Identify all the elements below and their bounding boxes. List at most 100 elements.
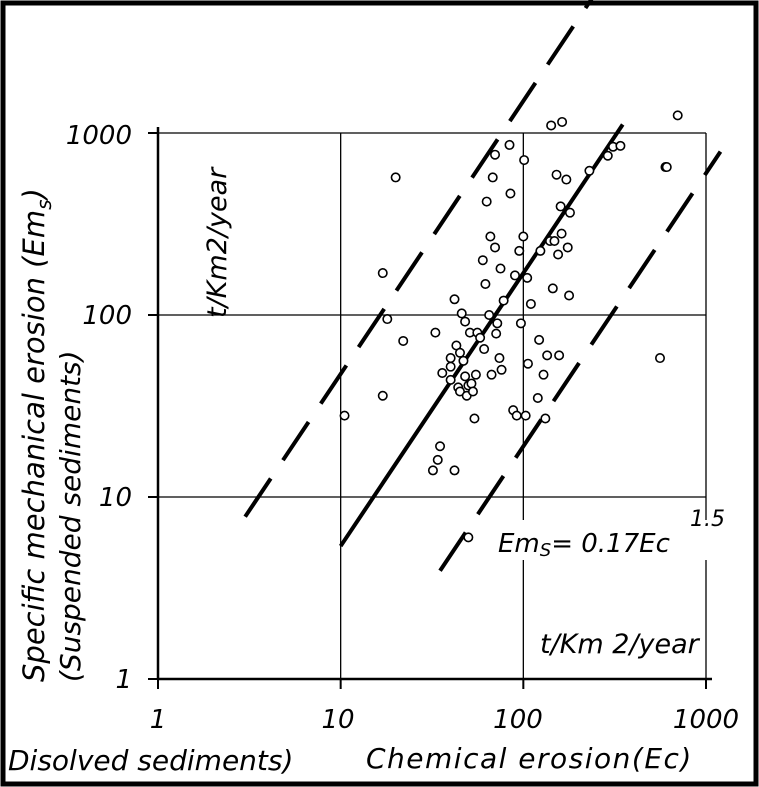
- data-point: [490, 242, 501, 253]
- data-point: [458, 355, 469, 366]
- y-tick-labels: 1 10 100 1000: [66, 121, 132, 695]
- data-point: [522, 272, 533, 283]
- y-tick-label-100: 100: [82, 301, 132, 331]
- data-point: [615, 140, 626, 151]
- data-point: [377, 390, 388, 401]
- data-point: [515, 318, 526, 329]
- y-unit-label: t/Km2/year: [202, 166, 233, 318]
- data-point: [509, 270, 520, 281]
- data-point: [538, 369, 549, 380]
- data-point: [454, 347, 465, 358]
- data-point: [445, 361, 456, 372]
- data-point: [661, 162, 672, 173]
- data-point: [481, 196, 492, 207]
- data-point: [492, 318, 503, 329]
- data-point: [398, 335, 409, 346]
- data-point: [546, 120, 557, 131]
- x-axis-label-dissolved: Disolved sediments): [8, 744, 293, 777]
- data-point: [498, 295, 509, 306]
- data-point: [556, 228, 567, 239]
- data-point: [470, 369, 481, 380]
- data-point: [602, 150, 613, 161]
- data-point: [445, 374, 456, 385]
- data-point: [487, 172, 498, 183]
- data-point: [466, 378, 477, 389]
- data-point: [491, 328, 502, 339]
- data-point: [549, 236, 560, 247]
- equation-text: EmS= 0.17Ec: [498, 529, 670, 561]
- data-point: [655, 353, 666, 364]
- axes: [148, 127, 712, 689]
- data-point: [437, 368, 448, 379]
- data-point: [480, 279, 491, 290]
- data-point: [485, 231, 496, 242]
- x-axis-label-chemical: Chemical erosion(Ec): [366, 742, 693, 775]
- data-point: [490, 149, 501, 160]
- data-point: [494, 353, 505, 364]
- data-point: [525, 298, 536, 309]
- data-point: [456, 308, 467, 319]
- data-point: [542, 350, 553, 361]
- data-point: [557, 116, 568, 127]
- data-point: [547, 283, 558, 294]
- equation-background: [494, 520, 720, 560]
- data-point: [435, 441, 446, 452]
- data-point: [449, 465, 460, 476]
- envelope-line-2: [438, 150, 723, 572]
- data-point: [382, 314, 393, 325]
- data-point: [561, 174, 572, 185]
- equation-lhs-sub: S: [540, 540, 551, 561]
- data-point: [427, 465, 438, 476]
- data-point: [514, 245, 525, 256]
- data-point: [469, 413, 480, 424]
- data-point: [555, 201, 566, 212]
- y-axis-label-suspended: (Suspended sediments): [54, 350, 87, 682]
- data-point: [540, 413, 551, 424]
- x-unit-label: t/Km 2/year: [540, 629, 701, 660]
- y-tick-label-1000: 1000: [66, 121, 132, 151]
- data-point: [377, 268, 388, 279]
- data-point: [475, 332, 486, 343]
- x-tick-label-1: 1: [150, 705, 167, 735]
- data-point: [445, 353, 456, 364]
- data-point: [564, 290, 575, 301]
- data-points: [339, 110, 683, 543]
- x-tick-label-10: 10: [321, 705, 354, 735]
- data-point: [467, 386, 478, 397]
- data-point: [519, 155, 530, 166]
- equation-lhs: Em: [498, 529, 540, 559]
- data-point: [518, 231, 529, 242]
- data-point: [584, 165, 595, 176]
- y-tick-label-10: 10: [99, 483, 132, 513]
- y-axis-label-mechanical: Specific mechanical erosion (Ems): [17, 188, 56, 682]
- x-tick-label-100: 100: [493, 705, 543, 735]
- data-point: [496, 364, 507, 375]
- data-point: [484, 309, 495, 320]
- data-point: [390, 172, 401, 183]
- envelope-line-1: [243, 0, 594, 518]
- data-point: [505, 188, 516, 199]
- y-axis-label-subscript: s: [32, 200, 56, 210]
- data-point: [554, 350, 565, 361]
- y-axis-label-close: ): [17, 188, 51, 201]
- data-point: [522, 358, 533, 369]
- data-point: [432, 454, 443, 465]
- data-point: [430, 327, 441, 338]
- data-point: [672, 110, 683, 121]
- data-point: [339, 410, 350, 421]
- equation-exponent: 1.5: [690, 507, 725, 532]
- data-point: [460, 316, 471, 327]
- data-point: [479, 344, 490, 355]
- x-tick-labels: 1 10 100 1000: [150, 705, 739, 735]
- data-point: [535, 245, 546, 256]
- data-point: [551, 169, 562, 180]
- x-tick-label-1000: 1000: [673, 705, 739, 735]
- data-point: [532, 392, 543, 403]
- y-tick-label-1: 1: [115, 665, 132, 695]
- data-point: [564, 207, 575, 218]
- data-point: [504, 139, 515, 150]
- data-point: [477, 255, 488, 266]
